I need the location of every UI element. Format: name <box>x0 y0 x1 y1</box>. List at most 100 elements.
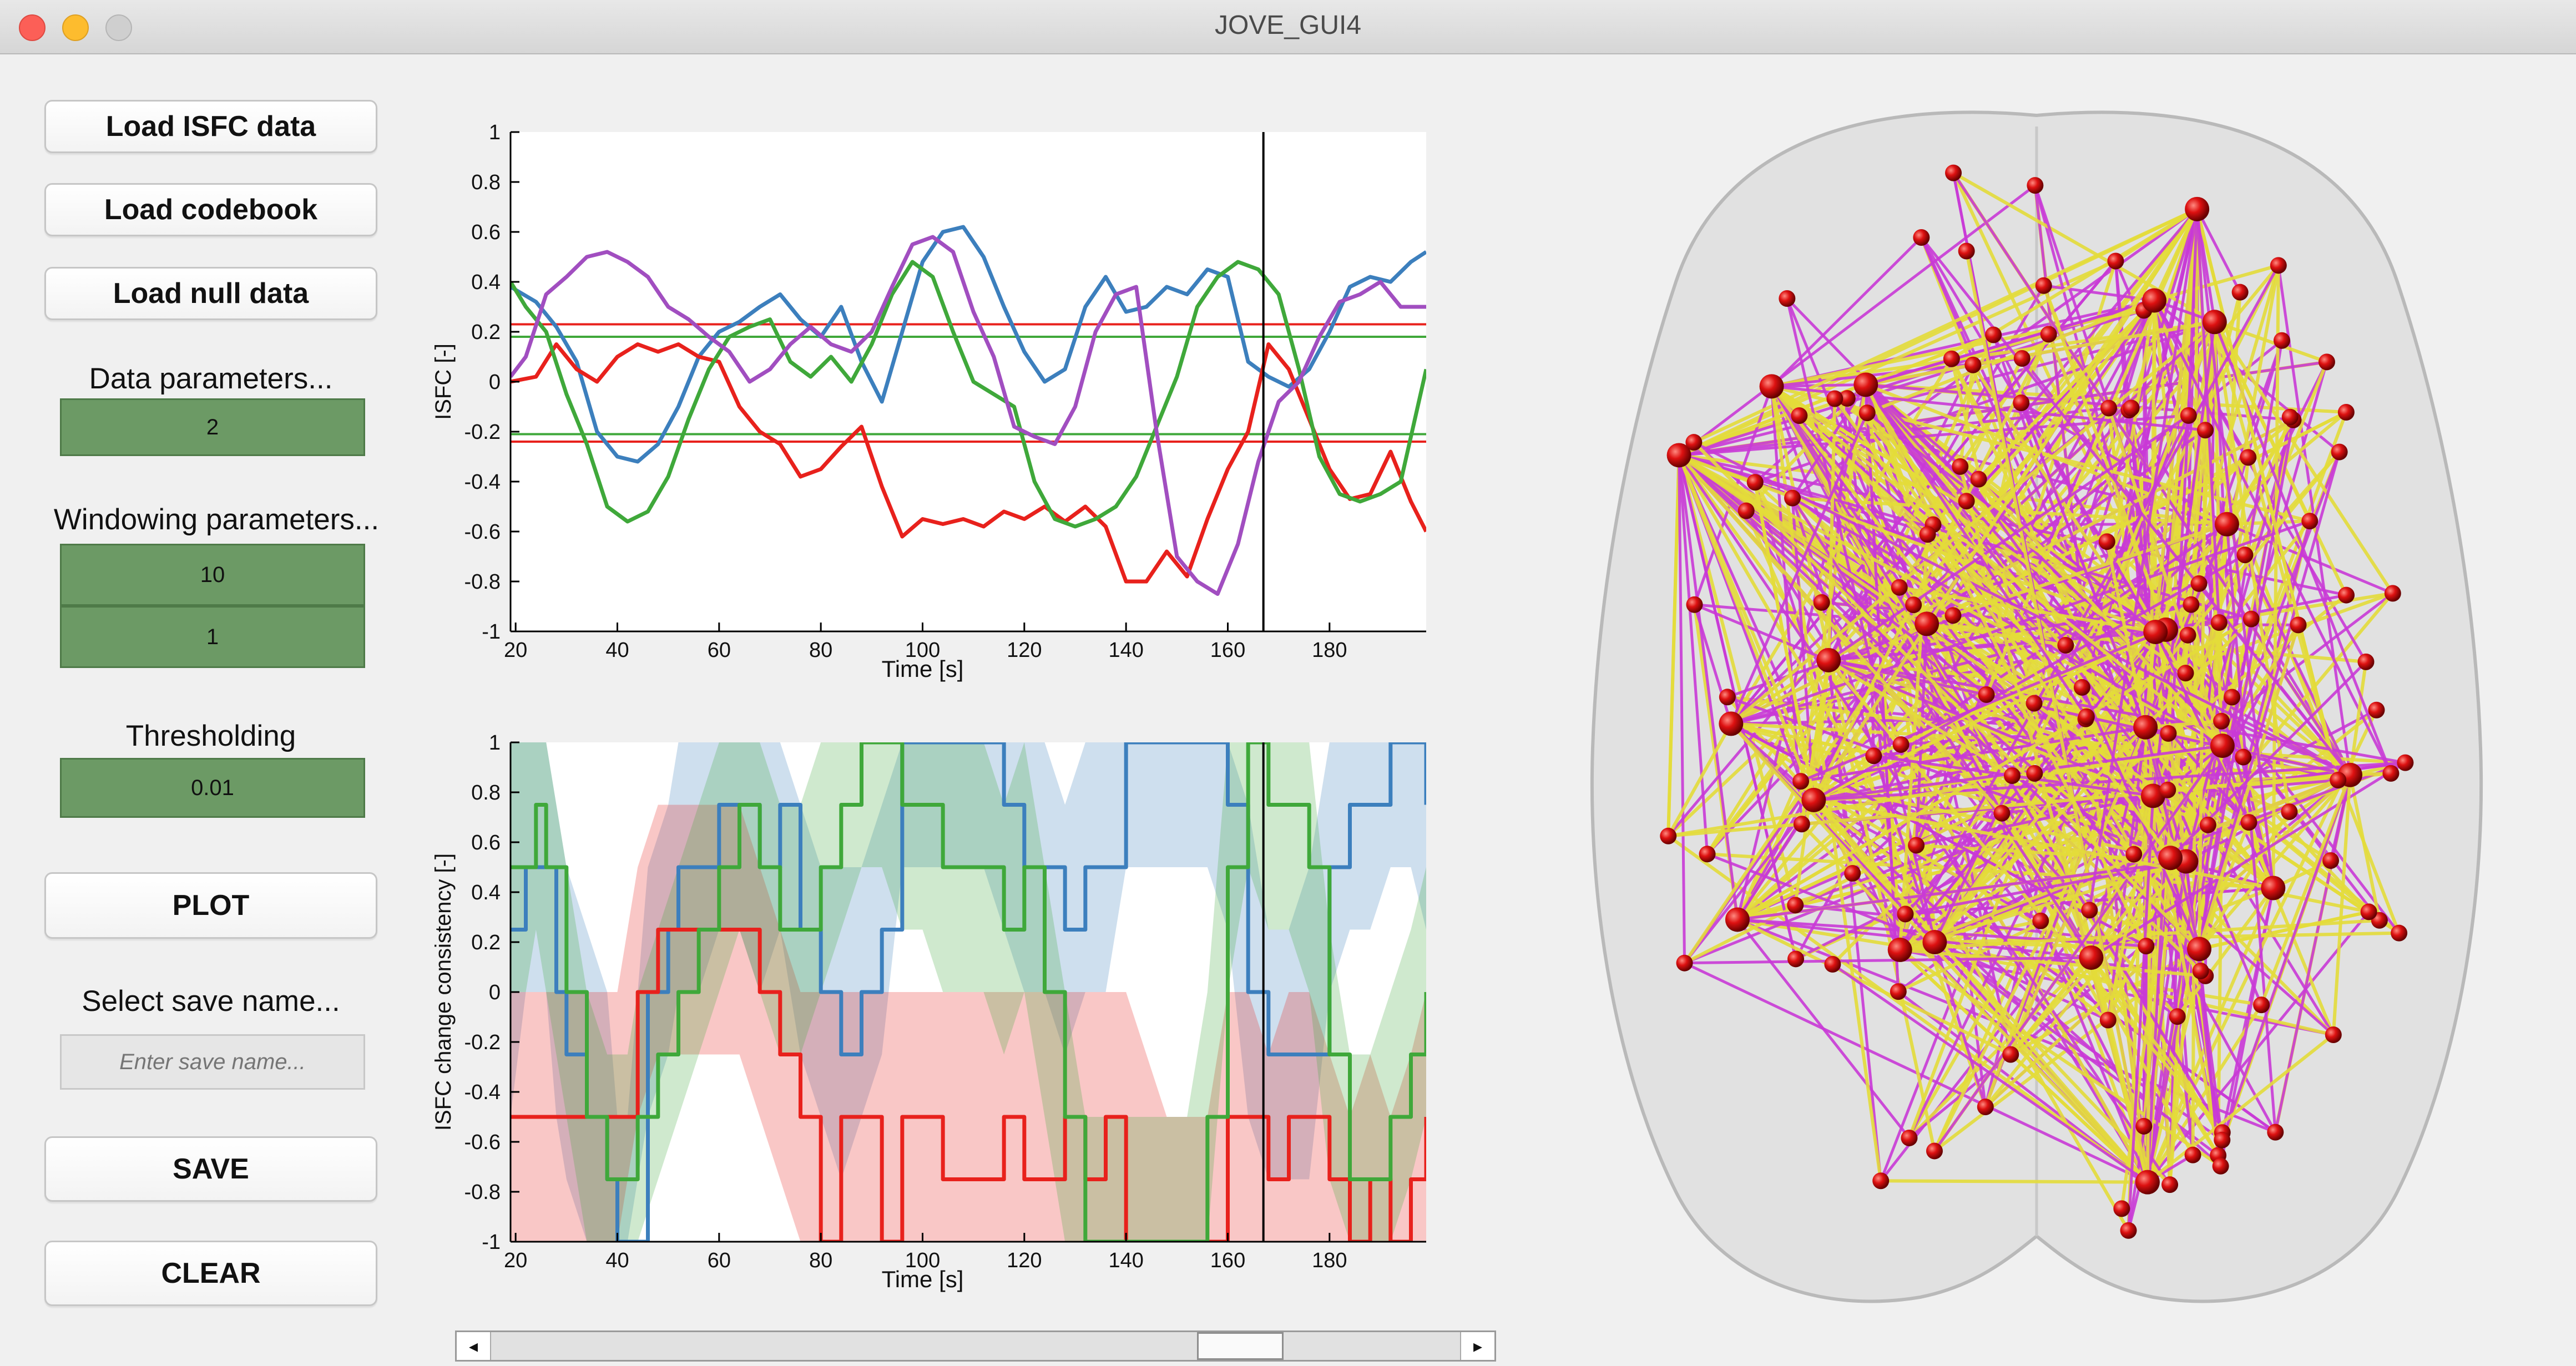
brain-node <box>1922 929 1947 954</box>
x-tick-label: 140 <box>1108 1249 1143 1272</box>
edge-magenta <box>2198 419 2295 949</box>
y-tick-label: -0.8 <box>464 1181 501 1204</box>
scroll-right-arrow[interactable]: ▸ <box>1460 1332 1494 1360</box>
brain-node <box>2032 912 2049 929</box>
brain-node <box>2140 783 2165 808</box>
edge-yellow <box>1799 780 2149 1183</box>
window-title: JOVE_GUI4 <box>1214 11 1362 40</box>
x-tick-label: 120 <box>1007 1249 1042 1272</box>
brain-node <box>1792 773 1810 790</box>
y-tick-label: 0 <box>489 371 501 394</box>
x-tick-label: 40 <box>605 1249 629 1272</box>
brain-node <box>1793 816 1810 833</box>
network-nodes <box>1660 164 2414 1239</box>
y-tick-label: 0.4 <box>471 881 501 904</box>
edge-magenta <box>1726 695 2187 863</box>
brain-node <box>2187 937 2212 962</box>
save-name-input[interactable] <box>60 1034 365 1090</box>
x-tick-label: 140 <box>1108 639 1143 662</box>
edge-magenta <box>1678 455 1739 920</box>
brain-node <box>2337 404 2355 421</box>
edge-magenta <box>2220 774 2352 1141</box>
brain-node <box>1816 647 1841 672</box>
threshold-field[interactable]: 0.01 <box>60 758 365 818</box>
brain-node <box>2290 616 2307 634</box>
brain-node <box>2322 852 2339 869</box>
edge-magenta <box>1800 726 2146 783</box>
brain-node <box>2158 846 2183 871</box>
load-isfc-button[interactable]: Load ISFC data <box>44 100 377 153</box>
brain-node <box>1897 905 1914 923</box>
y-tick-label: -0.4 <box>464 470 501 494</box>
x-tick-label: 180 <box>1312 1249 1347 1272</box>
brain-node <box>2199 816 2216 833</box>
edge-yellow <box>1753 482 1816 801</box>
brain-node <box>1787 950 1805 968</box>
edge-magenta <box>1736 918 1911 1139</box>
edge-yellow <box>1730 320 2216 725</box>
network-edges <box>1666 171 2406 1232</box>
brain-node <box>2202 310 2227 335</box>
edge-yellow <box>1898 948 2222 1168</box>
scroll-left-arrow[interactable]: ◂ <box>457 1332 491 1360</box>
brain-node <box>2185 196 2210 221</box>
brain-node <box>1826 390 1843 407</box>
brain-node <box>2325 1026 2342 1044</box>
series-2-line <box>511 260 1426 529</box>
y-tick-label: -0.4 <box>464 1081 501 1104</box>
brain-node <box>2235 748 2252 766</box>
brain-node <box>2120 1222 2137 1239</box>
plot-series <box>511 742 1426 1242</box>
time-scrollbar[interactable]: ◂ ▸ <box>455 1330 1496 1362</box>
brain-node <box>2079 945 2104 970</box>
zoom-window-button[interactable] <box>105 14 132 41</box>
brain-node <box>2261 876 2286 900</box>
window-size-field[interactable]: 10 <box>60 544 365 606</box>
brain-node <box>1891 579 1908 596</box>
edge-magenta <box>1864 384 1900 992</box>
brain-node <box>2143 619 2168 644</box>
x-axis-label: Time [s] <box>882 656 964 682</box>
brain-node <box>2192 962 2209 979</box>
clear-button[interactable]: CLEAR <box>44 1241 377 1306</box>
edge-yellow <box>1683 208 2199 964</box>
plot-button[interactable]: PLOT <box>44 872 377 939</box>
scroll-thumb[interactable] <box>1197 1332 1284 1360</box>
edge-yellow <box>1666 455 1681 836</box>
brain-node <box>2057 636 2074 654</box>
data-parameter-field[interactable]: 2 <box>60 398 365 456</box>
scroll-track[interactable] <box>491 1332 1460 1360</box>
brain-node <box>2214 1131 2231 1149</box>
edge-yellow <box>1827 659 2224 1134</box>
minimize-window-button[interactable] <box>62 14 89 41</box>
window-step-field[interactable]: 1 <box>60 606 365 668</box>
x-tick-label: 40 <box>605 639 629 662</box>
series-0-line <box>511 225 1426 464</box>
brain-node <box>1943 350 1960 367</box>
brain-node <box>2013 394 2030 412</box>
edge-magenta <box>1678 454 2335 1036</box>
brain-node <box>2125 846 2143 863</box>
brain-node <box>2242 610 2260 628</box>
brain-node <box>2360 903 2377 920</box>
edge-yellow <box>1678 453 2224 747</box>
x-tick-label: 120 <box>1007 639 1042 662</box>
close-window-button[interactable] <box>19 14 46 41</box>
brain-node <box>2213 712 2230 730</box>
load-codebook-button[interactable]: Load codebook <box>44 183 377 236</box>
brain-node <box>2190 575 2208 592</box>
edge-magenta <box>1800 628 2166 783</box>
edge-yellow <box>1812 333 2050 801</box>
brain-node <box>1686 596 1703 613</box>
save-button[interactable]: SAVE <box>44 1136 377 1202</box>
edge-magenta <box>1827 414 2190 661</box>
y-tick-label: 0.4 <box>471 271 501 294</box>
y-tick-label: 0 <box>489 981 501 1004</box>
brain-node <box>2240 814 2257 831</box>
edge-yellow <box>1964 250 2149 1183</box>
edge-yellow <box>1977 478 2224 747</box>
edge-yellow <box>2195 209 2340 781</box>
y-tick-label: -0.8 <box>464 570 501 594</box>
load-null-button[interactable]: Load null data <box>44 267 377 320</box>
x-tick-label: 160 <box>1210 1249 1245 1272</box>
